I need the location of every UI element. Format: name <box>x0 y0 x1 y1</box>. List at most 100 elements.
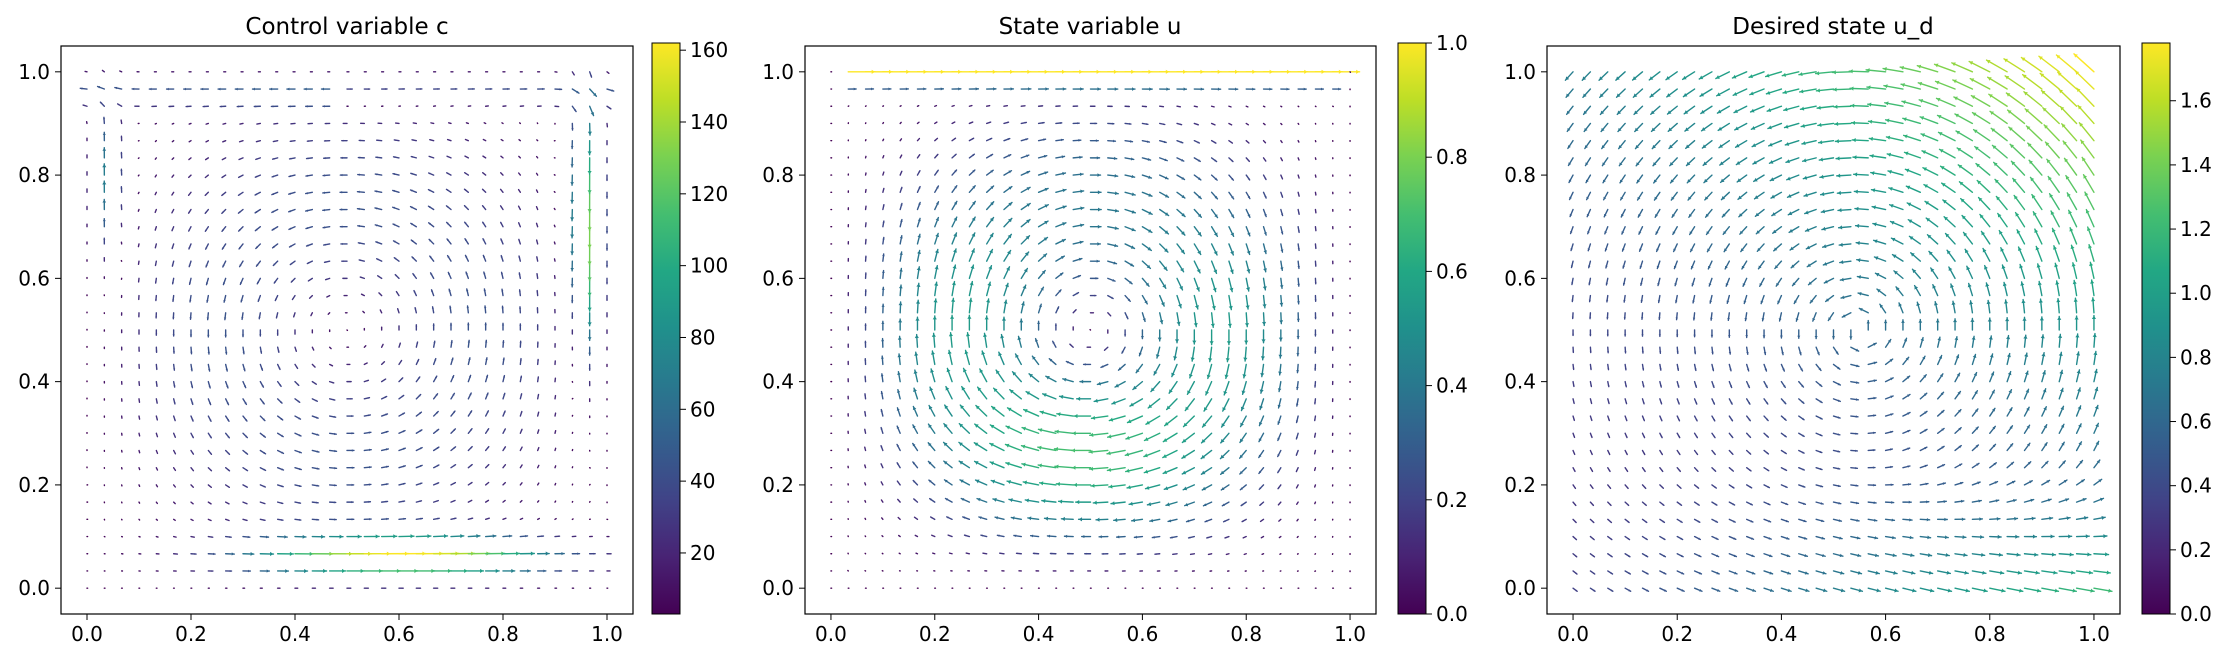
quiver-arrow <box>174 519 176 520</box>
quiver-arrow <box>520 123 521 124</box>
colorbar-tick-label: 0.6 <box>2180 410 2212 434</box>
quiver-arrow <box>865 518 866 519</box>
quiver-arrow <box>882 518 883 519</box>
quiver-arrow <box>883 156 884 158</box>
y-tick-label: 0.4 <box>1504 370 1536 394</box>
quiver-arrow <box>952 106 954 107</box>
quiver-arrow <box>554 208 555 209</box>
quiver-arrow <box>135 105 139 107</box>
quiver-arrow <box>1091 105 1095 107</box>
quiver-arrow <box>138 313 139 317</box>
quiver-arrow <box>1073 105 1077 107</box>
quiver-arrow <box>572 570 577 572</box>
quiver-arrow <box>466 123 468 124</box>
quiver-arrow <box>223 123 226 124</box>
quiver-arrow <box>1298 123 1299 124</box>
y-tick-label: 0.6 <box>1504 266 1536 290</box>
quiver-arrow <box>139 468 140 470</box>
quiver-arrow <box>364 88 369 90</box>
quiver-arrow <box>325 123 329 125</box>
quiver-arrow <box>121 120 122 123</box>
quiver-arrow <box>138 244 139 247</box>
quiver-arrow <box>191 519 193 520</box>
quiver-arrow <box>1246 106 1248 107</box>
quiver-arrow <box>1315 485 1316 487</box>
y-tick-label: 0.0 <box>762 576 794 600</box>
y-tick-label: 0.2 <box>762 473 794 497</box>
quiver-arrow <box>152 106 156 108</box>
colorbar-gradient <box>652 43 680 614</box>
colorbar-tick-label: 0.4 <box>1436 374 1468 398</box>
quiver-arrow <box>606 158 608 163</box>
colorbar-tick-label: 0.2 <box>2180 538 2212 562</box>
colorbar-tick-label: 0.6 <box>1436 259 1468 283</box>
quiver-arrow <box>865 501 866 502</box>
x-tick-label: 0.8 <box>1974 622 2006 646</box>
quiver-arrow <box>606 313 607 317</box>
quiver-arrow <box>138 227 139 229</box>
quiver-arrow <box>917 122 919 123</box>
quiver-arrow <box>1226 554 1229 555</box>
quiver-arrow <box>555 501 556 502</box>
quiver-arrow <box>865 465 866 468</box>
quiver-arrow <box>865 483 866 485</box>
quiver-arrow <box>155 141 156 142</box>
colorbar-tick-label: 40 <box>690 469 715 493</box>
quiver-arrow <box>155 330 157 335</box>
quiver-arrow <box>1091 295 1096 297</box>
colorbar-tick-label: 1.4 <box>2180 153 2212 177</box>
quiver-arrow <box>415 325 417 330</box>
quiver-arrow <box>139 416 140 419</box>
quiver-arrow <box>607 553 611 554</box>
quiver-arrow <box>606 296 608 301</box>
quiver-arrow <box>277 330 279 335</box>
quiver-arrow <box>138 192 139 193</box>
x-tick-label: 1.0 <box>2078 622 2110 646</box>
quiver-arrow <box>520 518 522 519</box>
quiver-arrow <box>208 570 213 572</box>
colorbar-tick-label: 0.8 <box>2180 345 2212 369</box>
quiver-arrow <box>589 382 590 386</box>
colorbar-tick-label: 1.0 <box>2180 281 2212 305</box>
quiver-arrow <box>1264 123 1266 124</box>
quiver-arrow <box>342 140 347 142</box>
x-tick-label: 0.4 <box>279 622 311 646</box>
quiver-arrow <box>555 484 556 485</box>
quiver-arrow <box>138 210 139 212</box>
quiver-arrow <box>191 537 194 538</box>
x-tick-label: 0.6 <box>383 622 415 646</box>
colorbar-gradient <box>2142 43 2170 614</box>
colorbar-tick-label: 1.2 <box>2180 217 2212 241</box>
quiver-arrow <box>1244 554 1246 555</box>
quiver-arrow <box>189 123 191 124</box>
x-tick-label: 1.0 <box>1334 622 1366 646</box>
panel-title: Desired state u_d <box>1732 14 1934 40</box>
colorbar-tick-label: 160 <box>690 38 728 62</box>
quiver-arrow <box>537 325 539 330</box>
quiver-arrow <box>1212 106 1215 107</box>
y-tick-label: 0.2 <box>18 473 50 497</box>
quiver-arrow <box>121 136 123 141</box>
x-tick-label: 1.0 <box>591 622 623 646</box>
quiver-arrow <box>950 553 953 554</box>
x-tick-label: 0.4 <box>1023 622 1055 646</box>
quiver-arrow <box>156 502 157 503</box>
quiver-arrow <box>883 172 884 175</box>
quiver-arrow <box>155 158 156 159</box>
quiver-arrow <box>987 106 990 107</box>
x-tick-label: 0.6 <box>1127 622 1159 646</box>
y-tick-label: 0.2 <box>1504 473 1536 497</box>
quiver-arrow <box>501 140 503 141</box>
quiver-arrow <box>1229 106 1231 107</box>
quiver-arrow <box>1572 330 1574 335</box>
quiver-arrow <box>1262 554 1263 555</box>
quiver-arrow <box>935 106 937 107</box>
x-tick-label: 0.8 <box>487 622 519 646</box>
quiver-arrow <box>382 88 387 90</box>
colorbar-tick-label: 140 <box>690 110 728 134</box>
quiver-arrow <box>537 157 538 158</box>
quiver-arrow <box>519 140 520 141</box>
quiver-arrow <box>139 519 140 520</box>
